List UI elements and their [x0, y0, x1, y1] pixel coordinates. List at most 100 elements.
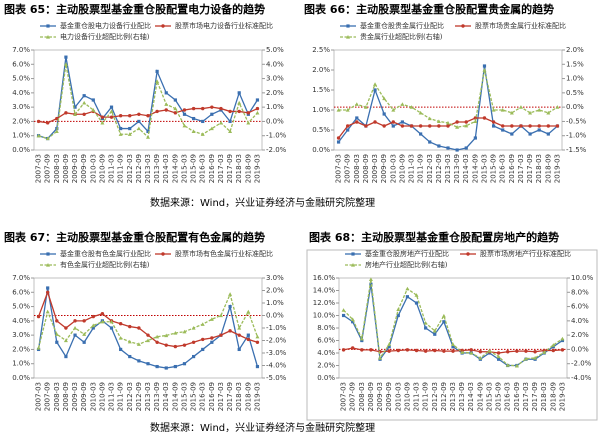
x-tick-label: 2014-03: [467, 382, 475, 411]
marker: [351, 320, 355, 324]
x-tick-label: 2010-03: [89, 382, 97, 411]
marker: [464, 120, 468, 124]
marker: [146, 129, 150, 134]
marker: [359, 336, 364, 341]
marker: [391, 124, 395, 128]
marker: [501, 128, 505, 132]
legend-label: 基金重仓股贵金属行业配比: [360, 21, 444, 30]
x-tick-label: 2013-09: [153, 382, 161, 411]
marker: [378, 356, 383, 360]
y-tick-label: 0.0%: [317, 374, 335, 382]
marker: [355, 120, 359, 124]
marker: [109, 319, 114, 324]
marker: [464, 146, 468, 150]
marker: [137, 359, 141, 363]
x-tick-label: 2011-09: [117, 154, 125, 183]
y2-tick-label: -2.0%: [266, 337, 287, 345]
marker: [155, 109, 159, 114]
legend-label: 股票市场有色金属行业标准配比: [175, 249, 273, 258]
marker: [91, 108, 96, 112]
marker: [64, 111, 68, 115]
marker: [228, 129, 233, 134]
marker: [218, 120, 223, 125]
x-tick-label: 2019-03: [558, 382, 566, 411]
marker: [555, 105, 560, 109]
y2-tick-label: 1.0%: [266, 299, 284, 307]
marker: [191, 129, 196, 134]
marker: [55, 319, 59, 323]
marker: [360, 338, 364, 343]
x-tick-label: 2015-09: [495, 382, 503, 411]
y2-tick-label: 1.5%: [566, 60, 584, 68]
marker: [46, 263, 50, 267]
marker: [414, 301, 419, 305]
marker: [173, 106, 178, 111]
x-tick-label: 2019-03: [553, 154, 561, 183]
marker: [219, 106, 223, 111]
marker: [473, 136, 477, 140]
marker: [192, 354, 196, 359]
marker: [119, 347, 123, 352]
marker: [100, 120, 105, 125]
x-tick-label: 2012-09: [135, 154, 143, 183]
y2-tick-label: 0.0%: [266, 312, 284, 320]
marker: [442, 349, 446, 353]
x-tick-label: 2007-09: [44, 382, 52, 411]
marker: [455, 148, 459, 152]
marker: [82, 340, 86, 344]
marker: [419, 132, 423, 136]
marker: [118, 132, 123, 136]
x-tick-label: 2015-03: [480, 154, 488, 183]
marker: [360, 348, 364, 352]
x-tick-label: 2018-09: [244, 382, 252, 411]
x-tick-label: 2014-09: [171, 154, 179, 183]
x-tick-label: 2009-09: [80, 382, 88, 411]
marker: [391, 120, 395, 124]
marker: [200, 322, 205, 326]
marker: [237, 100, 242, 105]
marker: [210, 112, 214, 116]
marker: [473, 119, 478, 124]
marker: [255, 110, 260, 115]
marker: [237, 333, 241, 337]
marker: [73, 333, 77, 337]
marker: [560, 338, 565, 343]
y2-tick-label: 1.0%: [266, 103, 284, 111]
x-tick-label: 2007-03: [35, 382, 43, 411]
marker: [109, 105, 114, 109]
x-tick-label: 2016-03: [504, 382, 512, 411]
x-tick-label: 2008-03: [53, 154, 61, 183]
x-tick-label: 2010-09: [98, 154, 106, 183]
marker: [528, 110, 533, 115]
marker: [73, 112, 78, 116]
marker: [182, 329, 187, 334]
marker: [146, 333, 150, 337]
marker: [45, 309, 50, 314]
marker: [400, 120, 404, 124]
y-tick-label: 14.0%: [313, 287, 336, 295]
x-tick-label: 2016-09: [208, 154, 216, 183]
x-tick-label: 2013-09: [458, 382, 466, 411]
x-tick-label: 2015-09: [490, 154, 498, 183]
y-tick-label: 16.0%: [313, 274, 336, 282]
x-tick-label: 2007-09: [349, 382, 357, 411]
marker: [73, 326, 78, 330]
marker: [446, 124, 450, 128]
marker: [201, 347, 205, 352]
marker: [469, 351, 474, 355]
x-tick-label: 2009-03: [71, 154, 79, 183]
marker: [137, 326, 141, 330]
marker: [382, 96, 387, 101]
marker: [191, 340, 196, 344]
x-tick-label: 2008-09: [62, 382, 70, 411]
x-tick-label: 2009-09: [80, 154, 88, 183]
marker: [405, 348, 410, 352]
y2-tick-label: -1.5%: [566, 146, 587, 154]
marker: [246, 333, 250, 337]
y2-tick-label: 3.0%: [266, 274, 284, 282]
marker: [355, 116, 359, 120]
marker: [155, 69, 159, 74]
x-tick-label: 2015-03: [485, 382, 493, 411]
marker: [100, 115, 105, 119]
marker: [228, 109, 232, 114]
